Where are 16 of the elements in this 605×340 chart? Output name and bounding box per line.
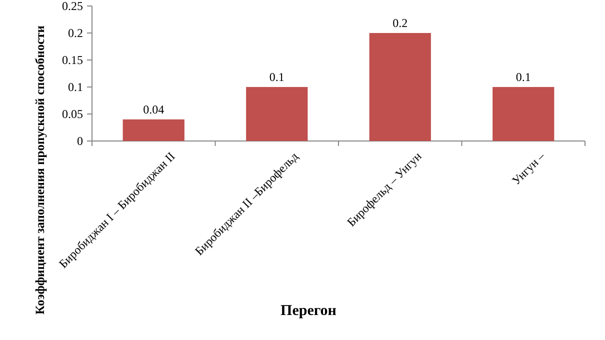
data-label: 0.04 <box>143 102 164 116</box>
data-label: 0.1 <box>516 70 531 84</box>
bar <box>369 33 431 141</box>
y-tick-label: 0 <box>77 134 83 148</box>
bar <box>246 87 308 141</box>
bar <box>122 119 184 141</box>
data-label: 0.2 <box>392 16 408 30</box>
y-axis-title: Коэффициент заполнения пропускной способности <box>33 26 47 314</box>
data-label: 0.1 <box>269 70 284 84</box>
y-tick-label: 0.05 <box>62 107 83 122</box>
y-tick-label: 0.15 <box>62 53 83 68</box>
y-tick-label: 0.2 <box>68 26 83 40</box>
x-axis-title: Перегон <box>280 303 337 319</box>
y-tick-label: 0.1 <box>68 80 83 94</box>
bar <box>492 87 554 141</box>
y-tick-label: 0.25 <box>62 0 83 14</box>
